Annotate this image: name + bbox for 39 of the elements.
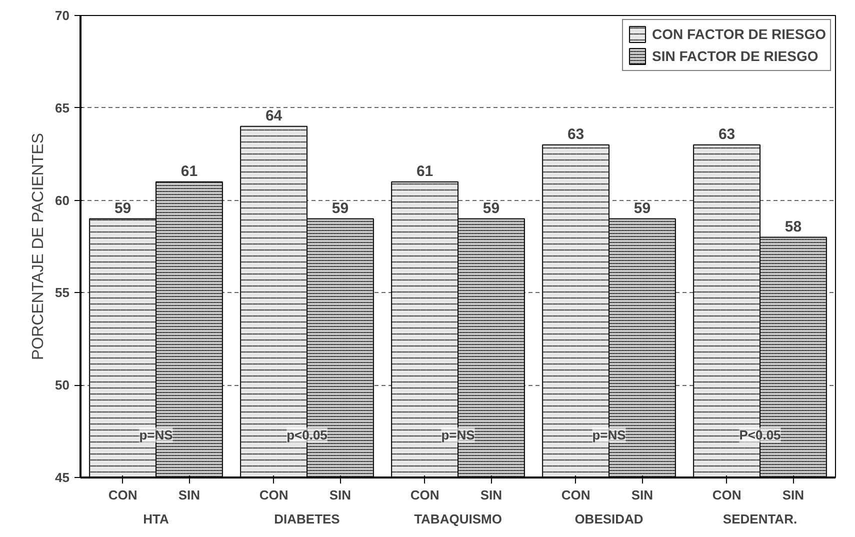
x-tick-label: TABAQUISMO [414,512,502,526]
data-label: 61 [416,162,434,180]
y-tick-label: 60 [55,192,70,208]
x-tick-label: OBESIDAD [574,512,644,526]
data-label: 59 [114,200,132,217]
data-label: 63 [718,126,736,143]
annotation: SIN [631,488,654,502]
annotation: SIN [178,488,200,502]
x-tick-label: DIABETES [274,512,340,526]
annotation: SIN [782,488,804,502]
data-label: 64 [265,107,283,124]
annotation: CON [108,488,138,502]
data-label: 63 [567,126,584,143]
annotation: p=NS [139,427,174,442]
annotation: CON [712,488,742,502]
x-tick-label: HTA [143,512,170,526]
data-label: 59 [332,200,349,217]
x-tick-label: SEDENTAR. [722,512,798,526]
y-axis-title: PORCENTAJE DE PACIENTES [30,133,48,360]
annotation: CON [259,488,288,502]
annotation: p=NS [441,427,476,442]
annotation: p=NS [592,427,626,442]
data-label: 59 [482,200,500,217]
annotation: CON [410,488,440,502]
y-tick-label: 70 [55,8,70,23]
legend-label: SIN FACTOR DE RIESGO [652,48,818,64]
annotation: SIN [480,488,502,502]
y-tick-label: 45 [55,470,70,485]
y-tick-label: 50 [55,378,70,393]
annotation: SIN [329,488,352,502]
data-label: 59 [634,200,651,217]
data-label: 58 [784,218,802,236]
annotation: p<0.05 [286,427,328,442]
y-tick-label: 65 [55,100,70,116]
y-tick-label: 55 [55,285,70,300]
annotation: CON [561,488,590,502]
data-label: 61 [180,162,198,180]
annotation: P<0.05 [739,427,781,442]
legend-label: CON FACTOR DE RIESGO [652,26,826,42]
